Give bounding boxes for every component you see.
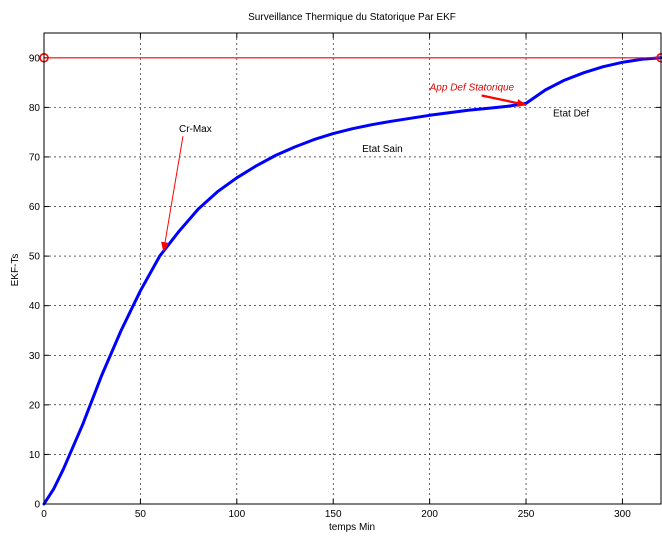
y-axis-label: EKF-Ts <box>10 254 21 287</box>
plot-area <box>44 33 661 504</box>
x-tick-label: 300 <box>614 509 631 520</box>
series-line-temperature <box>42 56 662 506</box>
x-tick-label: 50 <box>135 509 147 520</box>
y-tick-label: 30 <box>29 351 41 362</box>
plot-annotations: Cr-Max Etat Sain App Def Statorique Etat De… <box>161 83 589 253</box>
annotation-label: Cr-Max <box>179 124 212 135</box>
y-tick-label: 20 <box>29 400 41 411</box>
annotation-label: Etat Sain <box>362 144 403 155</box>
annotation-arrow <box>161 136 184 253</box>
x-tick-label: 100 <box>228 509 245 520</box>
y-tick-label: 80 <box>29 103 41 114</box>
y-axis: 0 10 20 30 40 50 60 70 80 90 <box>29 53 661 511</box>
y-tick-label: 60 <box>29 202 41 213</box>
chart-title: Surveillance Thermique du Statorique Par… <box>248 12 456 23</box>
y-tick-label: 70 <box>29 152 41 163</box>
y-tick-label: 40 <box>29 301 41 312</box>
plot-frame <box>43 32 662 505</box>
x-axis: 0 50 100 150 200 250 300 <box>41 33 631 520</box>
x-tick-label: 0 <box>41 509 47 520</box>
x-axis-label: temps Min <box>329 522 375 533</box>
y-tick-label: 10 <box>29 450 41 461</box>
y-tick-label: 0 <box>34 500 40 511</box>
annotation-label: Etat Def <box>553 108 589 119</box>
x-tick-label: 250 <box>518 509 535 520</box>
x-tick-label: 200 <box>421 509 438 520</box>
y-tick-label: 90 <box>29 53 41 64</box>
annotation-arrow <box>481 94 528 107</box>
x-tick-label: 150 <box>325 509 342 520</box>
annotation-label: App Def Statorique <box>429 83 515 94</box>
y-tick-label: 50 <box>29 252 41 263</box>
grid-lines <box>44 33 661 504</box>
